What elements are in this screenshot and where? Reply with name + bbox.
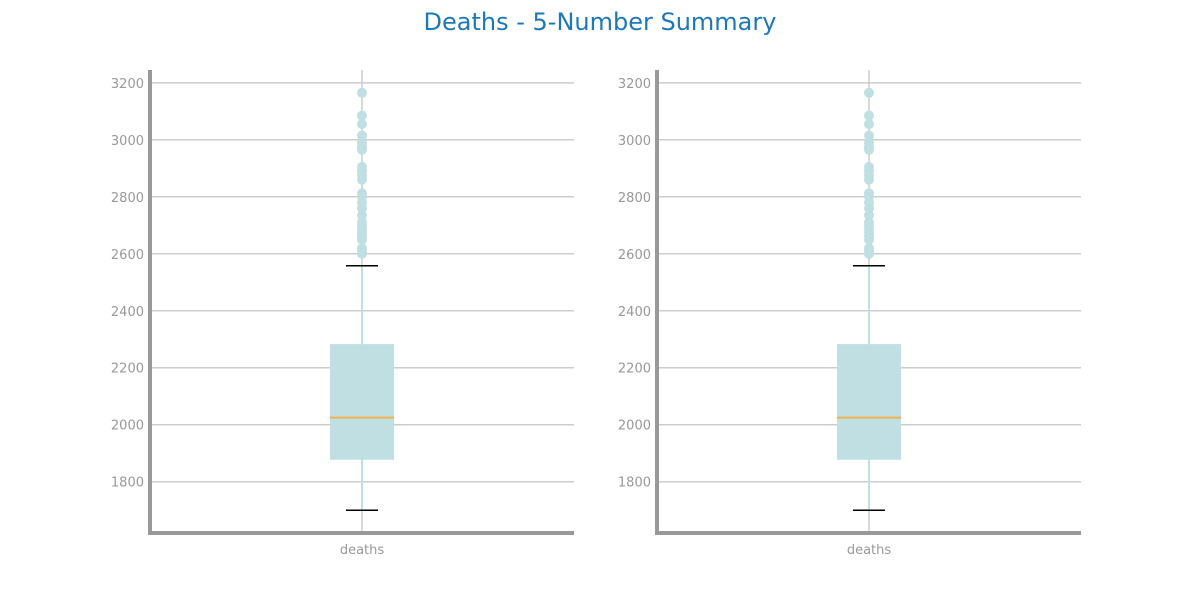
- y-tick-label: 2200: [618, 362, 651, 377]
- x-tick-label: deaths: [847, 543, 892, 558]
- y-tick-label: 2800: [618, 191, 651, 206]
- y-tick-label: 2400: [618, 305, 651, 320]
- outlier-point: [864, 217, 874, 228]
- outlier-point: [357, 188, 367, 199]
- y-tick-label: 2000: [111, 419, 144, 434]
- y-tick-label: 2800: [111, 191, 144, 206]
- y-tick-label: 2200: [111, 362, 144, 377]
- y-tick-label: 3200: [111, 77, 144, 92]
- outlier-point: [357, 243, 367, 254]
- y-tick-label: 1800: [618, 476, 651, 491]
- y-tick-label: 3200: [618, 77, 651, 92]
- outlier-point: [864, 130, 874, 141]
- box-iqr: [330, 344, 394, 460]
- outlier-point: [864, 243, 874, 254]
- chart-title: Deaths - 5-Number Summary: [423, 8, 777, 36]
- outlier-point: [357, 210, 367, 221]
- outlier-point: [357, 137, 367, 148]
- boxplot-panel-1: 1800 2000 2200 2400 2600 2800 3000 3200 deaths: [111, 70, 574, 558]
- y-tick-label: 2000: [618, 419, 651, 434]
- y-tick-label: 2600: [618, 248, 651, 263]
- outlier-point: [864, 137, 874, 148]
- x-tick-label: deaths: [340, 543, 385, 558]
- outlier-point: [357, 110, 367, 121]
- outlier-point: [864, 119, 874, 130]
- outlier-point: [357, 87, 367, 98]
- outlier-point: [357, 217, 367, 228]
- outlier-point: [864, 87, 874, 98]
- y-tick-label: 1800: [111, 476, 144, 491]
- outlier-point: [864, 188, 874, 199]
- y-tick-label: 3000: [111, 134, 144, 149]
- y-tick-label: 2600: [111, 248, 144, 263]
- y-tick-label: 3000: [618, 134, 651, 149]
- boxplot-panel-2: 1800 2000 2200 2400 2600 2800 3000 3200 deaths: [618, 70, 1081, 558]
- outlier-point: [357, 161, 367, 172]
- outlier-point: [864, 210, 874, 221]
- y-tick-label: 2400: [111, 305, 144, 320]
- outlier-point: [357, 119, 367, 130]
- outlier-point: [864, 110, 874, 121]
- outlier-point: [864, 161, 874, 172]
- box-iqr: [837, 344, 901, 460]
- outlier-point: [357, 130, 367, 141]
